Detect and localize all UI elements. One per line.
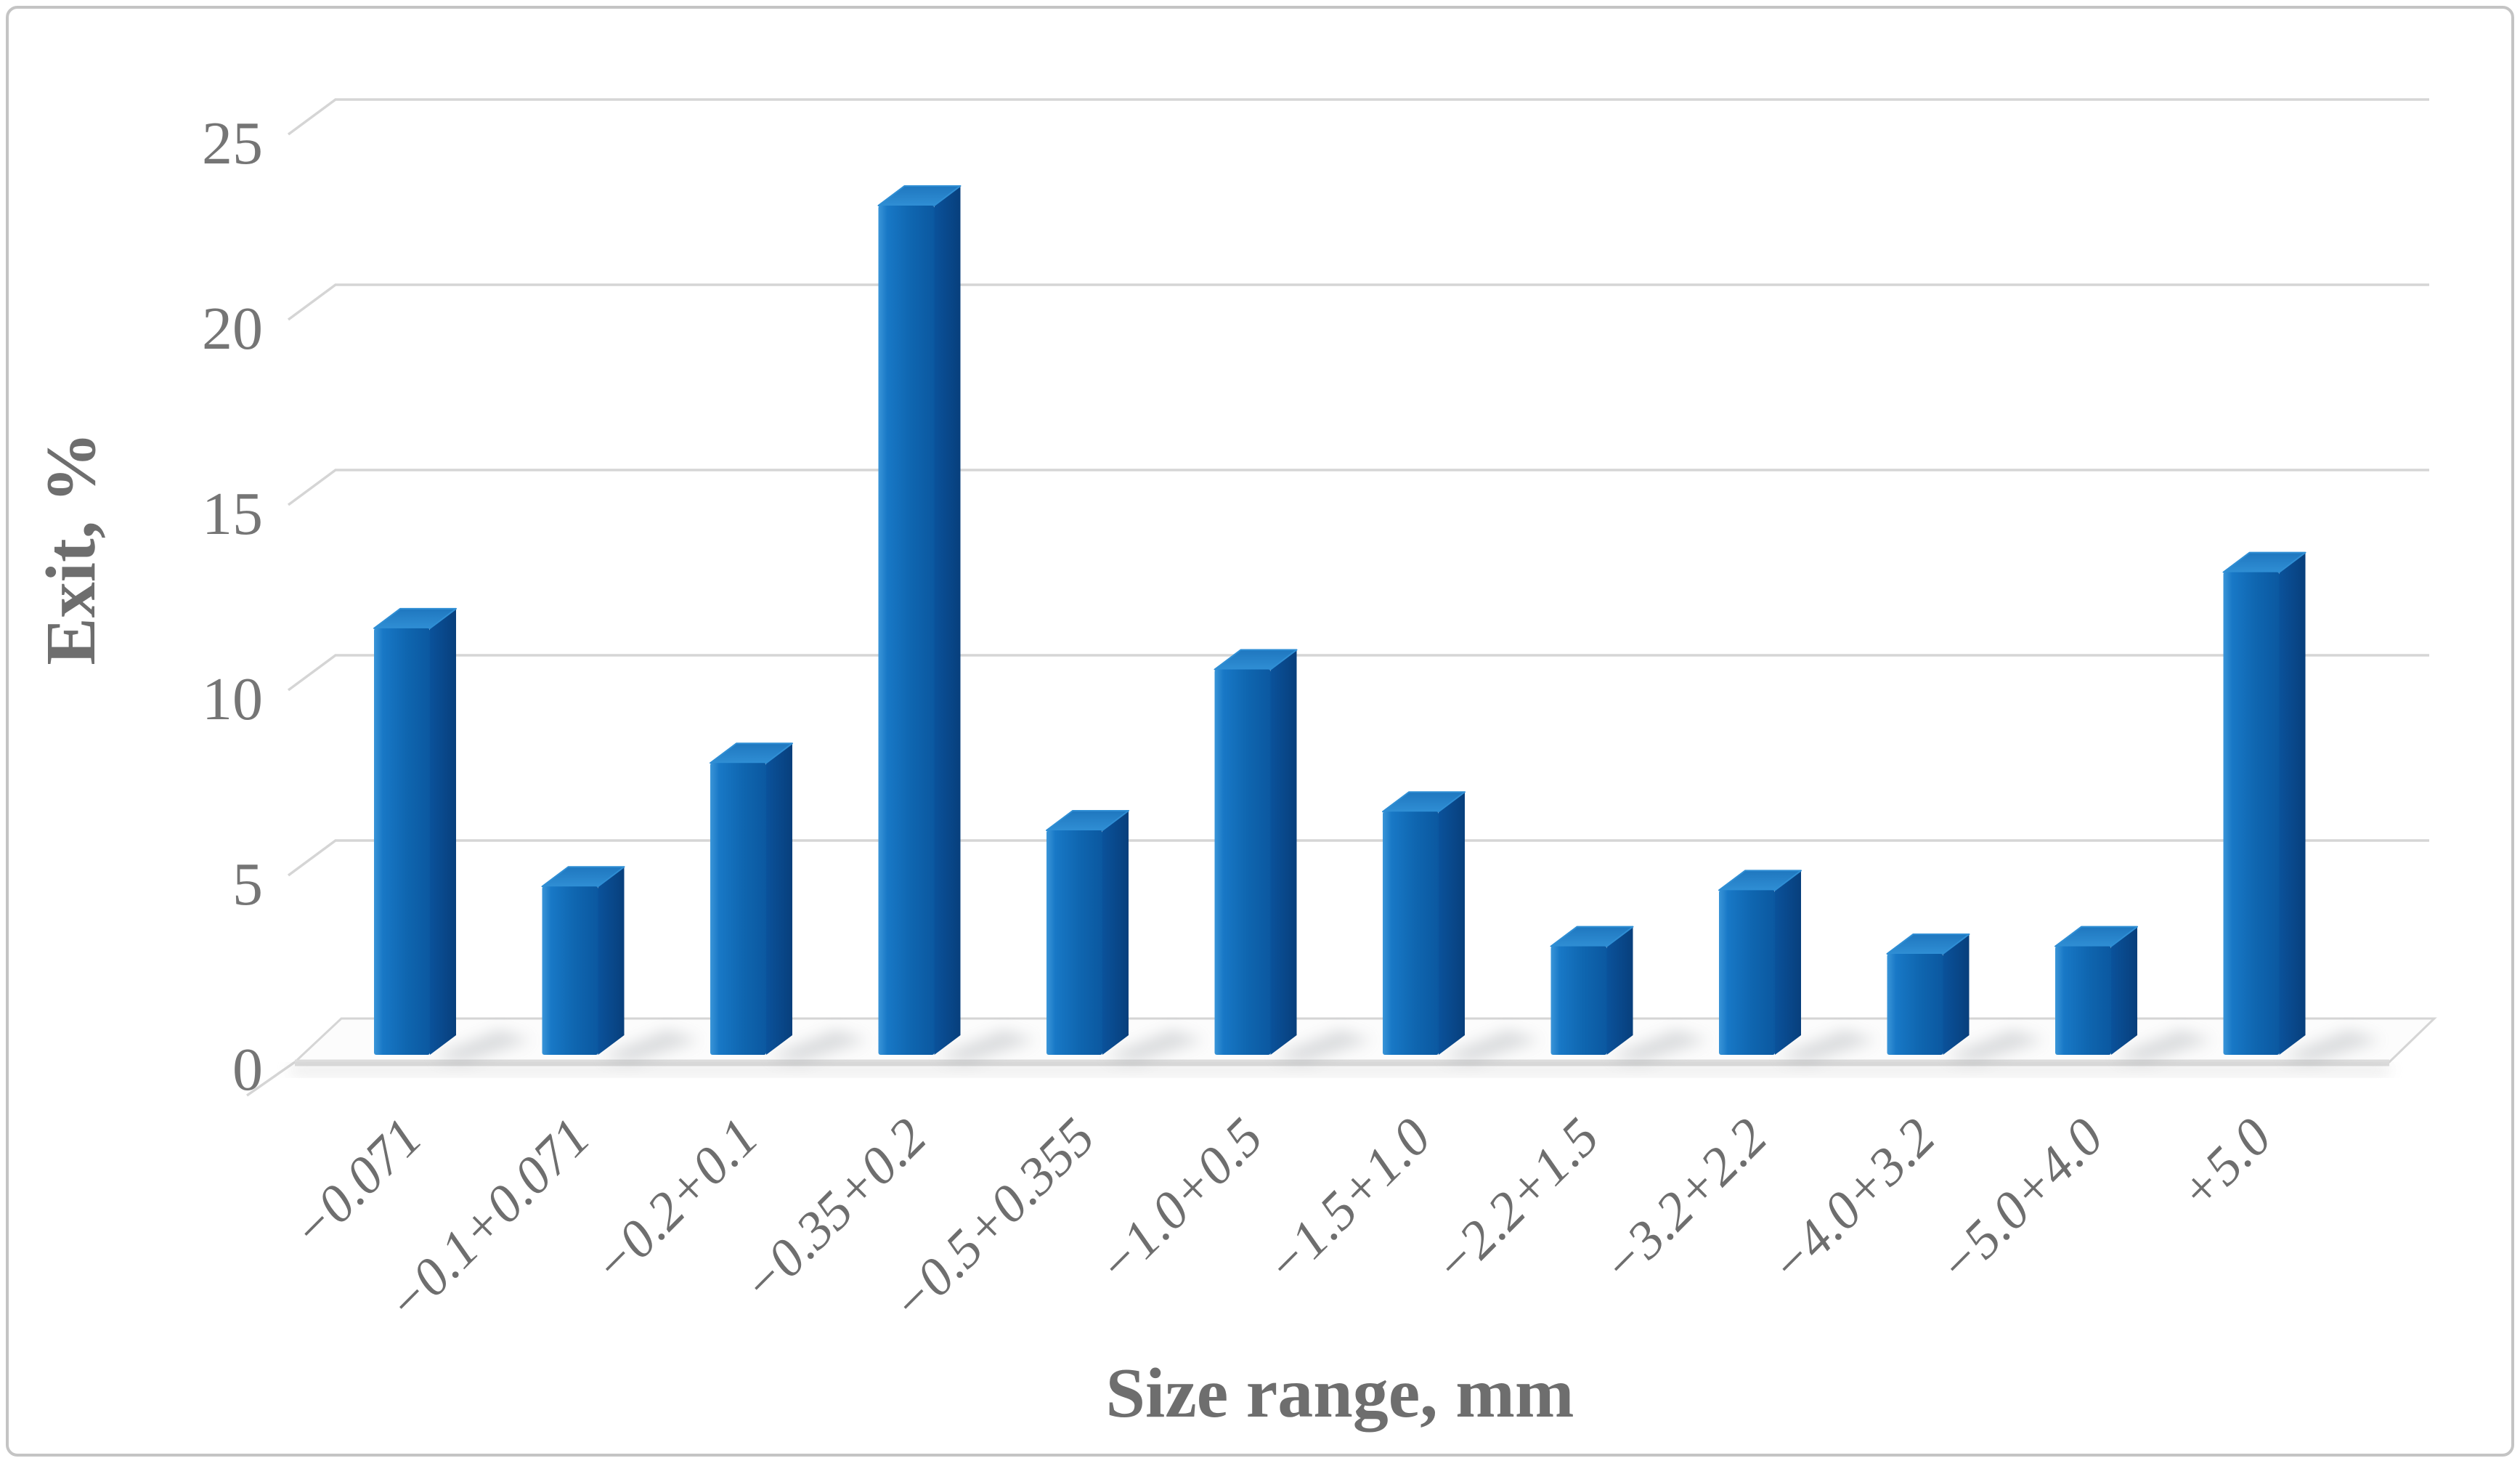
bar-front-face [1550, 946, 1607, 1055]
gridlines-layer [245, 98, 2429, 1097]
bar-front-face [1214, 669, 1271, 1055]
gridline [287, 283, 2429, 321]
y-tick-label: 20 [202, 295, 263, 363]
bar-shadow [431, 1030, 532, 1062]
bar-side-face [2279, 552, 2306, 1055]
bar [541, 866, 625, 1055]
x-category-label: −1.0+0.5 [1086, 1107, 1274, 1295]
bar-side-face [934, 185, 961, 1056]
x-category-label: −1.5+1.0 [1254, 1107, 1442, 1295]
x-category-label: −5.0+4.0 [1927, 1107, 2115, 1295]
bar [1214, 649, 1298, 1055]
gridline [287, 469, 2429, 506]
bar [373, 607, 457, 1055]
x-category-label: −2.2+1.5 [1422, 1107, 1610, 1295]
bar [1550, 926, 1634, 1055]
gridline [287, 98, 2429, 136]
bar-front-face [2223, 572, 2280, 1055]
bar [1046, 810, 1129, 1055]
bar-shadow [768, 1030, 868, 1062]
gridline [287, 839, 2429, 877]
x-axis-title: Size range, mm [1106, 1354, 1574, 1433]
bar-shadow [1272, 1030, 1373, 1062]
bar-side-face [598, 867, 625, 1055]
bar-side-face [1439, 792, 1465, 1055]
bar-shadow [1608, 1030, 1709, 1062]
x-category-label: −3.2+2.2 [1590, 1107, 1779, 1295]
bar-shadow [599, 1030, 700, 1062]
bar-front-face [710, 763, 766, 1055]
bar-front-face [1887, 953, 1943, 1055]
x-category-label: +5.0 [2168, 1107, 2283, 1223]
bar-shadow [1104, 1030, 1204, 1062]
bar [877, 185, 962, 1056]
bar-front-face [1383, 811, 1439, 1055]
bar-side-face [1943, 934, 1970, 1055]
gridline [287, 654, 2429, 692]
bar-shadow [935, 1030, 1036, 1062]
bar-front-face [878, 205, 935, 1056]
bar-side-face [1270, 649, 1297, 1055]
axis-corner-line [245, 1061, 296, 1097]
bar [1886, 933, 1970, 1055]
bar-front-face [374, 628, 430, 1055]
bar-side-face [2111, 926, 2137, 1055]
bar-side-face [1775, 870, 1801, 1055]
y-axis-title: Exit, % [32, 432, 110, 665]
bar [2222, 551, 2306, 1055]
x-category-label: −0.071 [280, 1107, 434, 1260]
y-tick-label: 5 [232, 851, 263, 918]
bar-shadow [1440, 1030, 1540, 1062]
bar-front-face [2055, 946, 2111, 1055]
floor-shadow [290, 1066, 2389, 1074]
bar-shadow [1944, 1030, 2045, 1062]
y-tick-label: 15 [202, 480, 263, 548]
bar [710, 742, 793, 1055]
y-tick-label: 25 [202, 110, 263, 177]
bar [1382, 791, 1466, 1055]
bar-shadow [1776, 1030, 1877, 1062]
bar [1718, 870, 1802, 1055]
y-tick-label: 10 [202, 665, 263, 733]
bar-front-face [1046, 830, 1102, 1055]
bar-front-face [542, 886, 598, 1055]
bar [2054, 926, 2138, 1055]
bar-shadow [2113, 1030, 2213, 1062]
bar-side-face [1102, 811, 1129, 1055]
figure-border [6, 6, 2514, 1457]
bar-shadow [2280, 1030, 2381, 1062]
bars-layer [373, 185, 2306, 1056]
x-axis-categories: −0.071−0.1+0.071−0.2+0.1−0.35+0.2−0.5+0.… [280, 1107, 2283, 1334]
y-tick-label: 0 [232, 1036, 263, 1103]
bar-shadows-layer [431, 1030, 2381, 1062]
bar-side-face [1606, 926, 1633, 1055]
bar-side-face [430, 608, 456, 1055]
y-axis-ticks: 0 5 10 15 20 25 [202, 110, 263, 1103]
bar-front-face [1719, 890, 1775, 1055]
bar-side-face [766, 743, 792, 1055]
x-category-label: −4.0+3.2 [1758, 1107, 1946, 1295]
